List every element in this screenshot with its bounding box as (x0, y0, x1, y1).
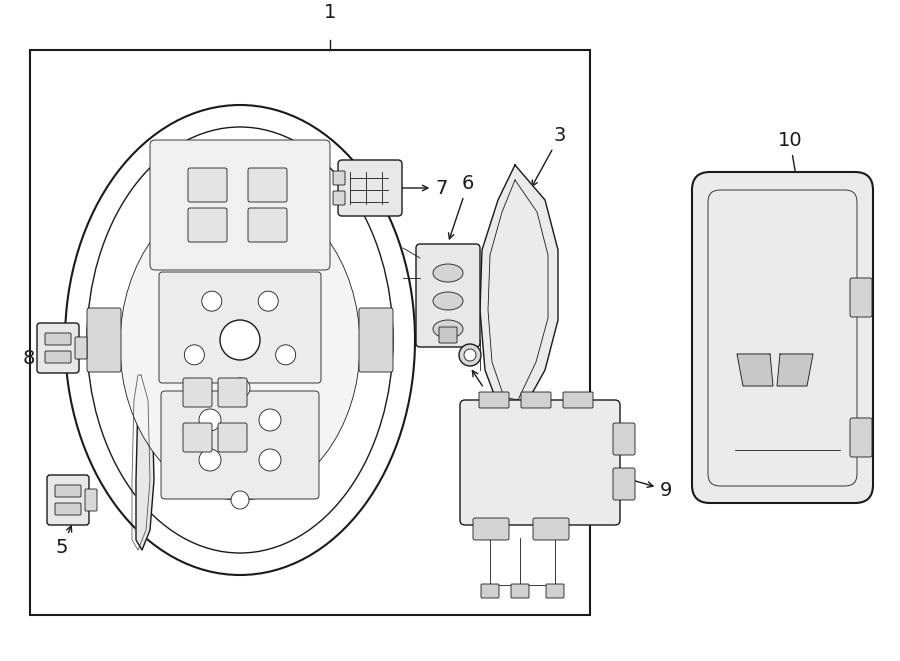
Polygon shape (480, 165, 558, 415)
FancyBboxPatch shape (161, 391, 319, 499)
Text: 2: 2 (472, 371, 499, 410)
FancyBboxPatch shape (75, 337, 87, 359)
Ellipse shape (230, 378, 250, 398)
FancyBboxPatch shape (55, 485, 81, 497)
FancyBboxPatch shape (248, 168, 287, 202)
FancyBboxPatch shape (37, 323, 79, 373)
FancyBboxPatch shape (613, 468, 635, 500)
FancyBboxPatch shape (473, 518, 509, 540)
FancyBboxPatch shape (416, 244, 480, 347)
Ellipse shape (259, 409, 281, 431)
Text: 5: 5 (56, 526, 72, 557)
Ellipse shape (433, 320, 463, 338)
Ellipse shape (258, 291, 278, 311)
Ellipse shape (120, 190, 360, 500)
Ellipse shape (275, 345, 296, 365)
Polygon shape (777, 354, 813, 386)
FancyBboxPatch shape (85, 489, 97, 511)
FancyBboxPatch shape (460, 400, 620, 525)
Ellipse shape (220, 320, 260, 360)
Ellipse shape (259, 449, 281, 471)
Ellipse shape (87, 127, 393, 553)
Polygon shape (136, 375, 154, 550)
FancyBboxPatch shape (87, 308, 121, 372)
FancyBboxPatch shape (563, 392, 593, 408)
FancyBboxPatch shape (338, 160, 402, 216)
Ellipse shape (184, 345, 204, 365)
FancyBboxPatch shape (481, 584, 499, 598)
FancyBboxPatch shape (546, 584, 564, 598)
Polygon shape (737, 354, 773, 386)
FancyBboxPatch shape (850, 418, 872, 457)
FancyBboxPatch shape (511, 584, 529, 598)
FancyBboxPatch shape (45, 333, 71, 345)
FancyBboxPatch shape (55, 503, 81, 515)
Text: 1: 1 (324, 3, 337, 22)
Ellipse shape (459, 344, 481, 366)
FancyBboxPatch shape (521, 392, 551, 408)
Ellipse shape (433, 264, 463, 282)
Ellipse shape (202, 291, 221, 311)
Text: 3: 3 (532, 126, 566, 186)
FancyBboxPatch shape (188, 168, 227, 202)
FancyBboxPatch shape (150, 140, 330, 270)
Bar (30, 50, 590, 615)
FancyBboxPatch shape (47, 475, 89, 525)
FancyBboxPatch shape (533, 518, 569, 540)
FancyBboxPatch shape (439, 327, 457, 343)
FancyBboxPatch shape (850, 278, 872, 317)
Text: 4: 4 (154, 473, 184, 500)
FancyBboxPatch shape (188, 208, 227, 242)
FancyBboxPatch shape (248, 208, 287, 242)
FancyBboxPatch shape (333, 191, 345, 205)
Text: 7: 7 (400, 178, 447, 198)
FancyBboxPatch shape (45, 351, 71, 363)
Text: 9: 9 (617, 476, 672, 500)
FancyBboxPatch shape (359, 308, 393, 372)
FancyBboxPatch shape (613, 423, 635, 455)
FancyBboxPatch shape (183, 423, 212, 452)
FancyBboxPatch shape (692, 172, 873, 503)
FancyBboxPatch shape (183, 378, 212, 407)
FancyBboxPatch shape (333, 171, 345, 185)
FancyBboxPatch shape (218, 378, 247, 407)
Text: 10: 10 (778, 131, 802, 196)
FancyBboxPatch shape (159, 272, 321, 383)
FancyBboxPatch shape (218, 423, 247, 452)
Text: 6: 6 (448, 174, 474, 239)
Ellipse shape (231, 491, 249, 509)
Text: 8: 8 (22, 347, 82, 368)
Ellipse shape (464, 349, 476, 361)
Ellipse shape (199, 409, 221, 431)
Ellipse shape (199, 449, 221, 471)
Ellipse shape (433, 292, 463, 310)
FancyBboxPatch shape (479, 392, 509, 408)
Ellipse shape (65, 105, 415, 575)
